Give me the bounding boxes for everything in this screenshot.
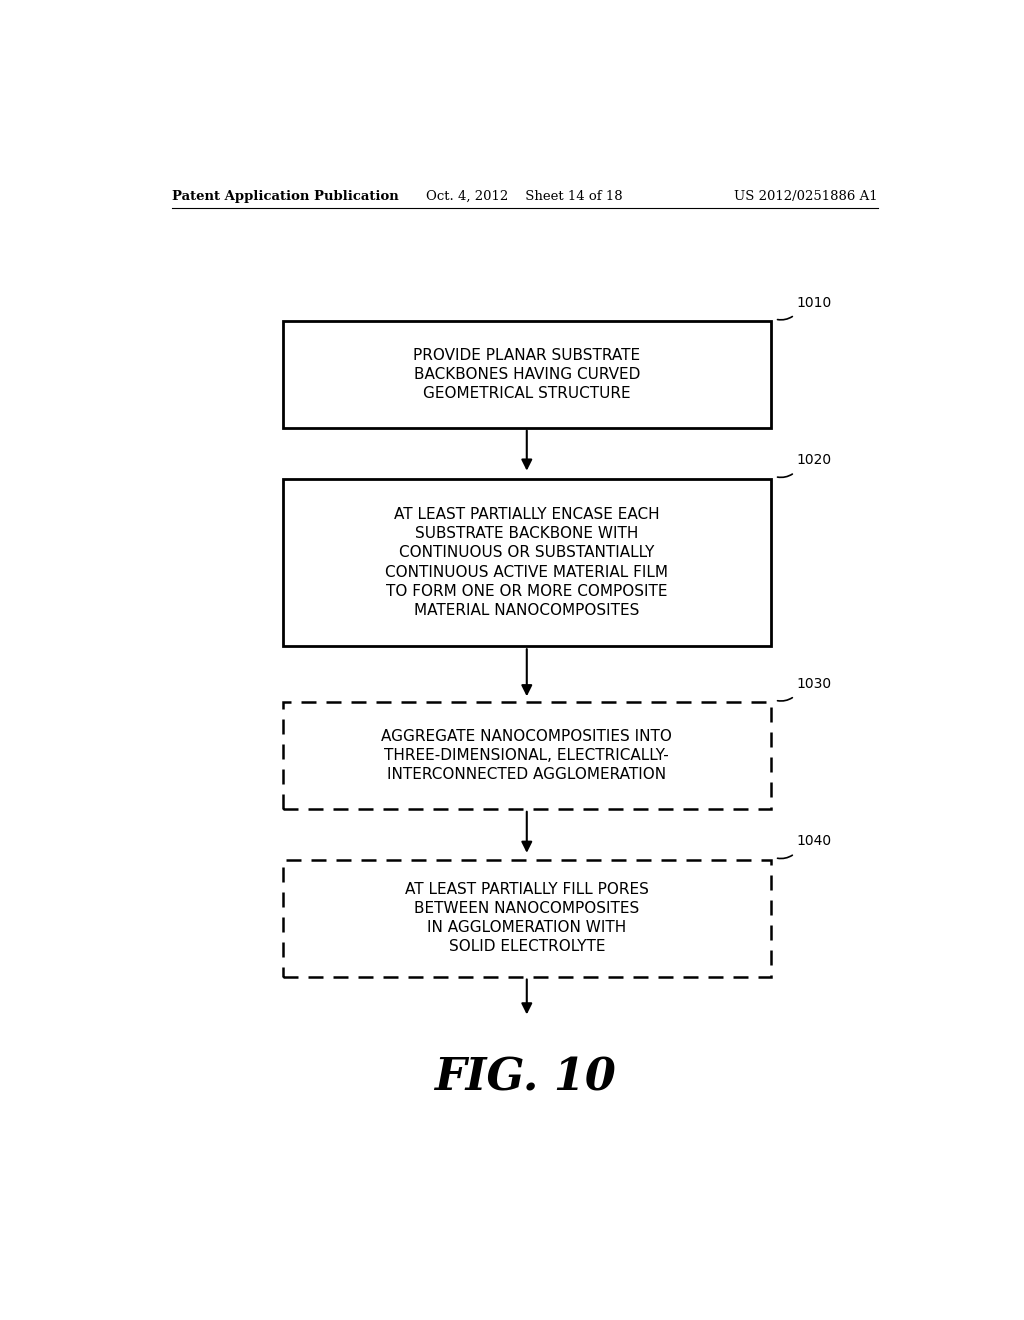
Text: Oct. 4, 2012    Sheet 14 of 18: Oct. 4, 2012 Sheet 14 of 18 (426, 190, 624, 202)
Text: 1020: 1020 (797, 453, 833, 467)
Bar (283, 859, 771, 977)
Text: AGGREGATE NANOCOMPOSITIES INTO
THREE-DIMENSIONAL, ELECTRICALLY-
INTERCONNECTED A: AGGREGATE NANOCOMPOSITIES INTO THREE-DIM… (381, 729, 672, 783)
Text: AT LEAST PARTIALLY ENCASE EACH
SUBSTRATE BACKBONE WITH
CONTINUOUS OR SUBSTANTIAL: AT LEAST PARTIALLY ENCASE EACH SUBSTRATE… (385, 507, 669, 618)
Text: FIG. 10: FIG. 10 (434, 1057, 615, 1100)
Bar (283, 321, 771, 428)
Text: Patent Application Publication: Patent Application Publication (172, 190, 398, 202)
Text: 1010: 1010 (797, 296, 833, 310)
Text: 1030: 1030 (797, 677, 833, 690)
Text: PROVIDE PLANAR SUBSTRATE
BACKBONES HAVING CURVED
GEOMETRICAL STRUCTURE: PROVIDE PLANAR SUBSTRATE BACKBONES HAVIN… (414, 347, 640, 401)
Text: 1040: 1040 (797, 834, 833, 849)
Bar (283, 702, 771, 809)
Text: US 2012/0251886 A1: US 2012/0251886 A1 (734, 190, 878, 202)
Text: AT LEAST PARTIALLY FILL PORES
BETWEEN NANOCOMPOSITES
IN AGGLOMERATION WITH
SOLID: AT LEAST PARTIALLY FILL PORES BETWEEN NA… (404, 882, 649, 954)
Bar (283, 479, 771, 647)
